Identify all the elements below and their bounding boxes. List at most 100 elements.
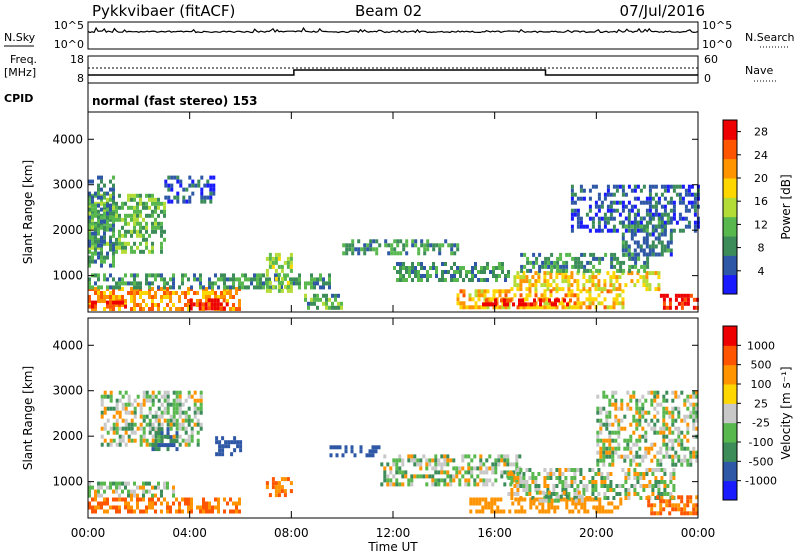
colorbar-tick-label: -500 bbox=[749, 455, 774, 468]
velocity-cell bbox=[88, 489, 91, 494]
velocity-cell bbox=[425, 458, 429, 463]
power-cell bbox=[489, 297, 493, 302]
velocity-cell bbox=[487, 505, 491, 510]
power-cell bbox=[112, 195, 115, 200]
velocity-cell bbox=[695, 426, 699, 431]
velocity-cell bbox=[598, 509, 602, 514]
power-cell bbox=[636, 279, 640, 284]
power-cell bbox=[513, 279, 517, 284]
power-cell bbox=[103, 219, 106, 224]
velocity-cell bbox=[127, 438, 131, 443]
velocity-cell bbox=[596, 430, 600, 435]
power-cell bbox=[660, 240, 664, 245]
velocity-cell bbox=[475, 509, 479, 514]
power-cell bbox=[387, 251, 391, 256]
power-cell bbox=[109, 285, 112, 290]
velocity-cell bbox=[109, 398, 113, 403]
power-cell bbox=[612, 200, 616, 205]
power-cell bbox=[660, 220, 664, 225]
velocity-cell bbox=[496, 497, 500, 502]
colorbar-swatch bbox=[723, 139, 737, 160]
power-cell bbox=[88, 193, 91, 198]
velocity-cell bbox=[193, 402, 197, 407]
velocity-cell bbox=[596, 410, 600, 415]
power-cell bbox=[216, 302, 220, 307]
power-cell bbox=[550, 268, 554, 273]
velocity-cell bbox=[413, 474, 417, 479]
velocity-cell bbox=[580, 498, 584, 503]
velocity-cell bbox=[602, 406, 606, 411]
power-cell bbox=[88, 201, 91, 206]
velocity-region bbox=[88, 497, 241, 514]
power-cell bbox=[628, 268, 632, 273]
power-cell bbox=[651, 244, 655, 249]
power-cell bbox=[660, 192, 664, 197]
power-cell bbox=[130, 287, 133, 291]
velocity-cell bbox=[543, 484, 547, 488]
power-cell bbox=[686, 297, 690, 302]
power-cell bbox=[580, 260, 584, 265]
power-cell bbox=[216, 298, 220, 303]
power-cell bbox=[453, 262, 456, 266]
colorbar-swatch bbox=[723, 364, 737, 385]
power-cell bbox=[292, 281, 295, 286]
velocity-cell bbox=[154, 439, 158, 444]
power-cell bbox=[642, 184, 646, 189]
date-title: 07/Jul/2016 bbox=[620, 2, 705, 20]
velocity-cell bbox=[515, 462, 519, 467]
velocity-cell bbox=[553, 498, 557, 503]
velocity-cell bbox=[647, 450, 651, 455]
power-cell bbox=[588, 196, 592, 201]
velocity-cell bbox=[611, 446, 615, 451]
power-cell bbox=[94, 239, 97, 244]
power-cell bbox=[555, 271, 559, 276]
power-cell bbox=[606, 289, 610, 294]
power-cell bbox=[663, 204, 667, 209]
velocity-cell bbox=[145, 481, 148, 486]
power-cell bbox=[482, 302, 485, 307]
power-cell bbox=[615, 301, 619, 306]
velocity-cell bbox=[642, 476, 646, 480]
power-cell bbox=[600, 228, 604, 233]
power-cell bbox=[375, 247, 379, 252]
power-cell bbox=[142, 201, 145, 206]
velocity-cell bbox=[437, 482, 441, 487]
velocity-cell bbox=[570, 476, 574, 480]
power-cell bbox=[213, 298, 217, 303]
power-cell bbox=[148, 197, 151, 202]
power-cell bbox=[88, 245, 91, 250]
power-cell bbox=[546, 301, 550, 306]
power-cell bbox=[100, 285, 103, 290]
velocity-cell bbox=[607, 509, 611, 514]
power-cell bbox=[651, 271, 655, 276]
velocity-cell bbox=[570, 480, 574, 484]
power-cell bbox=[286, 256, 290, 261]
power-cell bbox=[351, 239, 355, 244]
velocity-cell bbox=[202, 501, 205, 506]
power-cell bbox=[597, 208, 601, 213]
power-cell bbox=[571, 256, 575, 261]
power-cell bbox=[217, 295, 220, 299]
power-cell bbox=[619, 264, 623, 269]
velocity-cell bbox=[602, 422, 606, 427]
velocity-cell bbox=[398, 470, 402, 475]
velocity-cell bbox=[605, 446, 609, 451]
power-cell bbox=[558, 271, 562, 276]
velocity-cell bbox=[525, 488, 529, 492]
power-cell bbox=[687, 208, 691, 213]
velocity-cell bbox=[683, 446, 687, 451]
power-cell bbox=[139, 221, 142, 226]
velocity-cell bbox=[124, 422, 128, 427]
velocity-cell bbox=[683, 434, 687, 439]
power-cell bbox=[612, 287, 616, 292]
velocity-cell bbox=[166, 427, 170, 432]
power-cell bbox=[133, 205, 136, 210]
power-cell bbox=[553, 264, 557, 269]
time-axis: 00:00 04:00 08:00 12:00 16:00 20:00 00:00 bbox=[71, 526, 716, 540]
power-cell bbox=[636, 184, 640, 189]
power-cell bbox=[310, 301, 313, 306]
velocity-cell bbox=[516, 488, 520, 492]
power-cell bbox=[94, 227, 97, 232]
power-cell bbox=[660, 252, 664, 257]
velocity-cell bbox=[654, 476, 658, 480]
